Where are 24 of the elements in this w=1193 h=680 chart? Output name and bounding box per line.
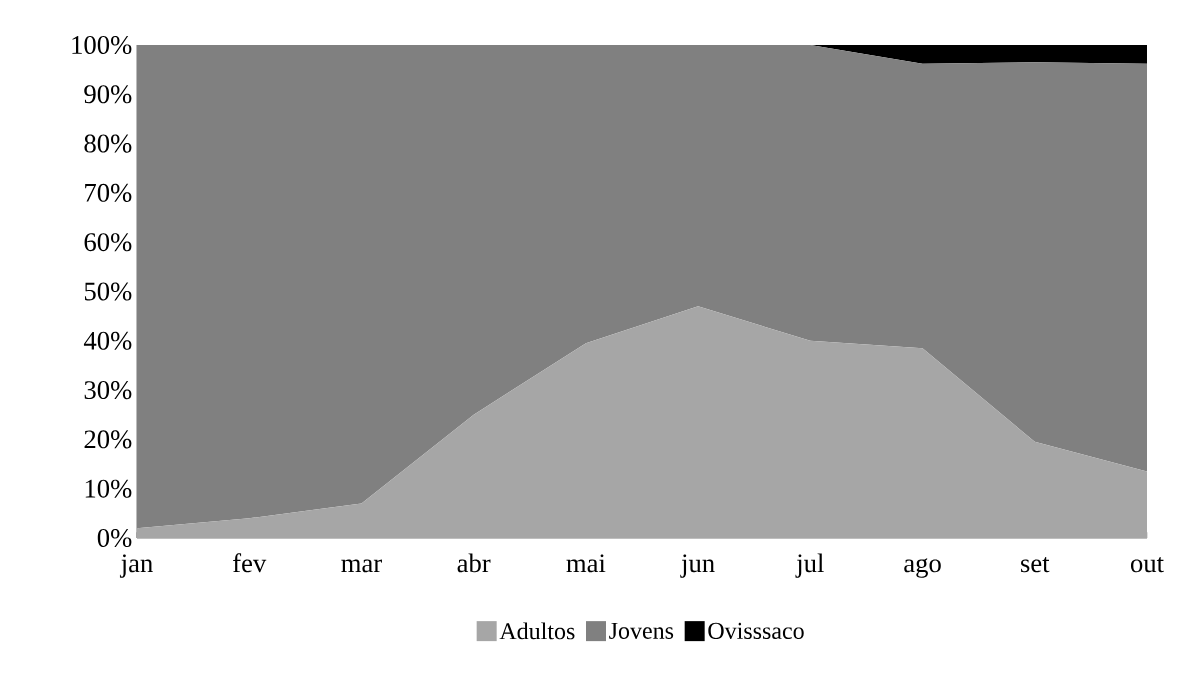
y-tick-label: 100% [72,35,132,55]
y-tick-label: 0% [97,528,132,548]
legend-label: Adultos [499,622,575,640]
y-tick-label: 20% [84,430,132,449]
x-tick-label: fev [233,553,267,573]
x-tick-label: mar [341,559,382,573]
x-tick-label: jan [119,554,153,578]
x-tick-label: abr [457,553,491,573]
y-tick-label: 30% [84,381,132,400]
y-tick-label: 70% [85,183,132,202]
x-tick-label: jul [795,553,824,578]
y-tick-label: 80% [84,134,132,153]
x-tick-label: mai [566,554,606,573]
legend-label: Jovens [609,622,674,639]
x-tick-label: jun [680,554,715,578]
x-tick-label: out [1130,557,1164,573]
y-tick-label: 40% [83,331,132,350]
y-tick-label: 60% [84,233,132,252]
y-tick-label: 90% [84,85,132,104]
y-tick-label: 50% [84,282,132,301]
y-tick-label: 10% [85,479,132,498]
x-tick-label: ago [904,558,941,578]
x-tick-label: set [1021,557,1050,573]
legend-label: Ovisssaco [708,622,804,639]
